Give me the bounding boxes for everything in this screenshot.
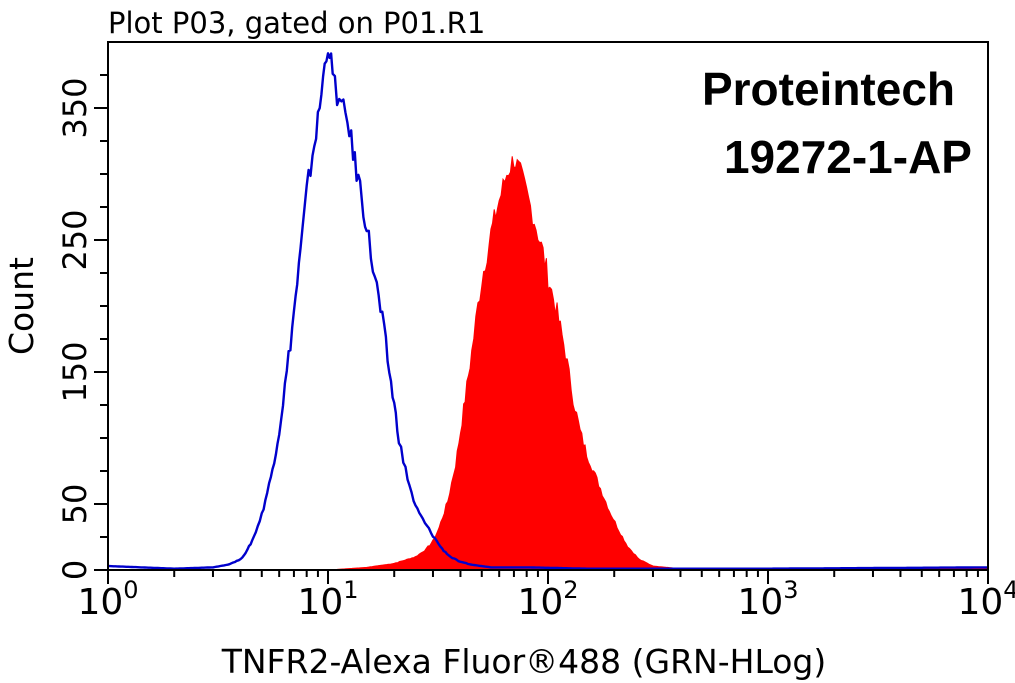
x-tick-label: 100 (77, 576, 138, 623)
y-tick-label: 350 (56, 77, 94, 138)
chart-title: Plot P03, gated on P01.R1 (108, 6, 485, 40)
x-tick-label: 103 (737, 576, 798, 623)
y-tick-label: 50 (56, 484, 94, 525)
series-filled-histogram (108, 156, 988, 570)
x-tick-label: 101 (297, 576, 358, 623)
x-tick-label: 102 (517, 576, 578, 623)
x-axis: 100 101 102 103 104 (77, 570, 1015, 623)
y-tick-label: 150 (56, 341, 94, 402)
y-tick-label: 250 (56, 209, 94, 270)
y-axis: 0 50 150 250 350 (56, 74, 108, 580)
y-axis-label: Count (2, 257, 41, 355)
x-axis-label: TNFR2-Alexa Fluor®488 (GRN-HLog) (221, 642, 827, 681)
brand-annotation: Proteintech (702, 63, 955, 115)
x-tick-label: 104 (957, 576, 1015, 623)
catalog-number-annotation: 19272-1-AP (724, 131, 972, 183)
y-tick-label: 0 (56, 560, 94, 580)
series-outline-histogram (108, 52, 988, 570)
